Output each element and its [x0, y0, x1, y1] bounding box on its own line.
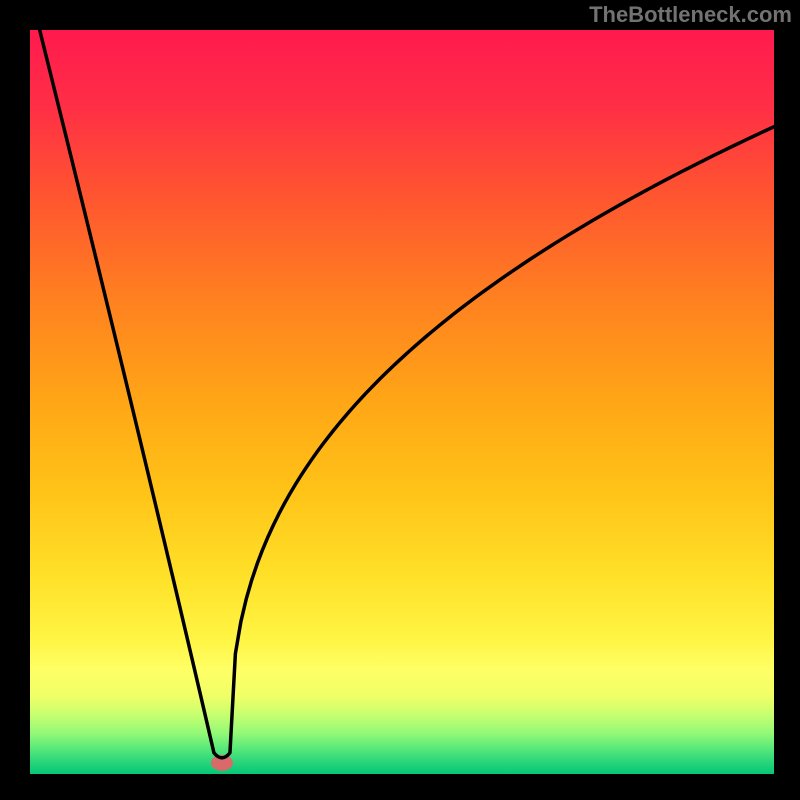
gradient-background	[30, 30, 774, 774]
stage: TheBottleneck.com	[0, 0, 800, 800]
plot-area	[30, 30, 774, 774]
plot-svg	[30, 30, 774, 774]
watermark-text: TheBottleneck.com	[589, 2, 792, 28]
